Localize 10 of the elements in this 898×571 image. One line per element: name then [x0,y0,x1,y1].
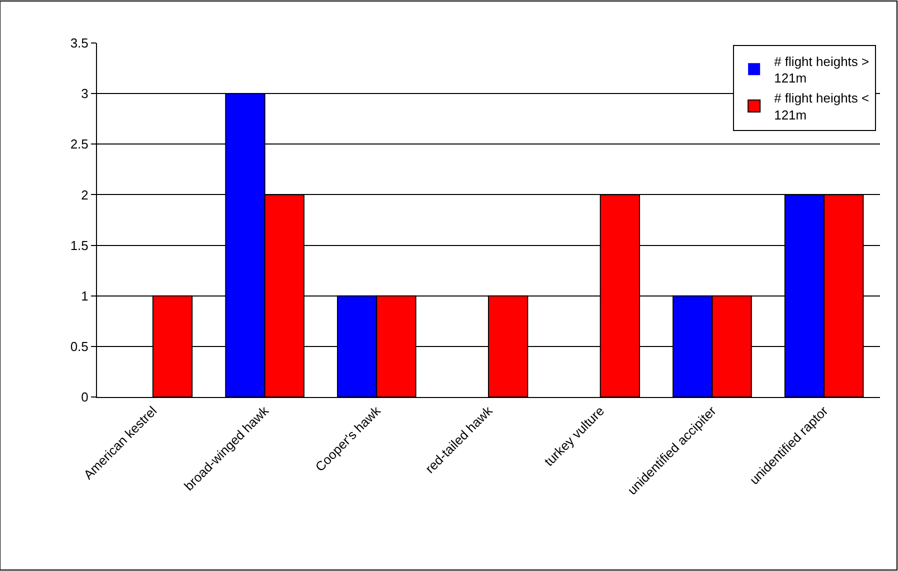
y-tick-label: 2 [81,187,88,202]
y-tick-label: 1 [81,288,88,304]
legend-label: # flight heights < 121m [774,90,870,122]
y-tick-label: 2.5 [70,136,88,152]
y-tick-label: 3 [81,86,88,102]
y-tick-label: 0 [81,390,88,405]
legend-label: # flight heights > 121m [774,54,870,86]
y-tick-label: 3.5 [70,36,88,51]
y-tick-label: 0.5 [70,338,88,354]
y-tick-label: 1.5 [70,238,88,253]
